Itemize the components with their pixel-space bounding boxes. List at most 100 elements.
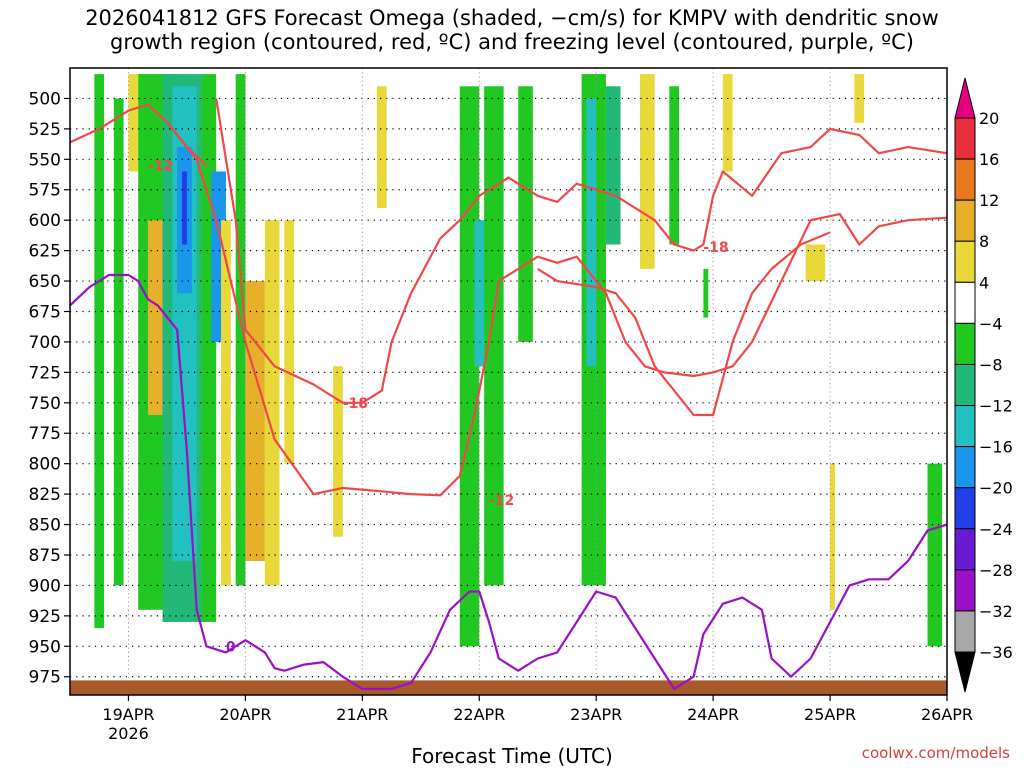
colorbar-bin bbox=[954, 610, 976, 653]
x-tick-sublabel: 2026 bbox=[108, 724, 149, 743]
colorbar-bin bbox=[954, 117, 976, 160]
omega-band bbox=[484, 86, 504, 586]
colorbar-label: 8 bbox=[979, 232, 989, 251]
omega-band bbox=[640, 74, 655, 269]
colorbar-label: −8 bbox=[979, 355, 1003, 374]
x-tick-label: 20APR bbox=[219, 705, 271, 724]
omega-shading-layer bbox=[94, 74, 943, 647]
y-tick-label: 750 bbox=[29, 394, 61, 414]
omega-band bbox=[703, 268, 709, 318]
y-tick-label: 825 bbox=[29, 485, 61, 505]
y-tick-label: 525 bbox=[29, 120, 61, 140]
contour-line bbox=[69, 273, 948, 690]
omega-band bbox=[586, 98, 597, 367]
x-axis-title: Forecast Time (UTC) bbox=[411, 744, 613, 768]
colorbar-bin bbox=[954, 281, 976, 324]
colorbar-bin bbox=[954, 528, 976, 571]
x-tick-label: 22APR bbox=[453, 705, 505, 724]
colorbar-bin bbox=[954, 569, 976, 612]
colorbar-bin bbox=[954, 446, 976, 489]
colorbar-label: 20 bbox=[979, 109, 999, 128]
contour-label: -18 bbox=[343, 396, 368, 412]
contour-line bbox=[166, 122, 208, 167]
contour-layer: -12 -12 -18 -18 0 bbox=[69, 98, 948, 690]
y-tick-label: 600 bbox=[29, 211, 61, 231]
omega-band bbox=[805, 244, 826, 282]
y-tick-label: 550 bbox=[29, 150, 61, 170]
colorbar-label: 4 bbox=[979, 273, 989, 292]
y-tick-label: 775 bbox=[29, 424, 61, 444]
contour-line bbox=[537, 231, 831, 417]
y-tick-label: 625 bbox=[29, 242, 61, 262]
colorbar-label: −36 bbox=[979, 643, 1013, 662]
omega-band bbox=[284, 220, 295, 464]
colorbar-top-arrow bbox=[954, 77, 976, 119]
omega-band bbox=[182, 171, 187, 245]
y-tick-label: 875 bbox=[29, 546, 61, 566]
omega-band bbox=[245, 281, 265, 562]
contour-label: 0 bbox=[226, 639, 236, 655]
y-tick-label: 500 bbox=[29, 89, 61, 109]
colorbar-bin bbox=[954, 158, 976, 201]
y-tick-label: 725 bbox=[29, 363, 61, 383]
omega-band bbox=[333, 366, 343, 537]
colorbar-bin bbox=[954, 405, 976, 448]
colorbar-bin bbox=[954, 487, 976, 530]
colorbar-label: −12 bbox=[979, 397, 1013, 416]
omega-band bbox=[722, 74, 733, 172]
x-tick-label: 23APR bbox=[570, 705, 622, 724]
x-tick-label: 26APR bbox=[921, 705, 973, 724]
plot-border bbox=[69, 67, 948, 696]
y-axis: 500 525 550 575 600 625 650 675 700 725 750 775 800 8… bbox=[29, 89, 70, 688]
y-tick-label: 675 bbox=[29, 302, 61, 322]
omega-band bbox=[113, 98, 124, 586]
omega-band bbox=[94, 74, 105, 629]
chart-title: 2026041812 GFS Forecast Omega (shaded, −… bbox=[85, 6, 939, 54]
y-tick-label: 700 bbox=[29, 333, 61, 353]
plot-frame bbox=[69, 67, 948, 696]
colorbar-label: −32 bbox=[979, 602, 1013, 621]
terrain-layer bbox=[70, 680, 947, 695]
omega-band bbox=[854, 74, 865, 123]
y-tick-label: 975 bbox=[29, 668, 61, 688]
omega-band bbox=[927, 463, 943, 647]
colorbar-label: −16 bbox=[979, 438, 1013, 457]
colorbar-bottom-arrow bbox=[954, 651, 976, 693]
y-tick-label: 650 bbox=[29, 272, 61, 292]
omega-band bbox=[235, 74, 246, 586]
omega-band bbox=[376, 86, 387, 209]
omega-band bbox=[605, 86, 621, 245]
omega-band bbox=[201, 74, 217, 622]
colorbar-label: −28 bbox=[979, 561, 1013, 580]
y-tick-label: 800 bbox=[29, 455, 61, 475]
omega-band bbox=[128, 74, 139, 172]
colorbar-label: −4 bbox=[979, 314, 1003, 333]
y-tick-label: 950 bbox=[29, 637, 61, 657]
x-tick-label: 19APR bbox=[102, 705, 154, 724]
colorbar-bin bbox=[954, 322, 976, 365]
y-tick-label: 900 bbox=[29, 576, 61, 596]
contour-label: -12 bbox=[148, 158, 173, 174]
colorbar-label: −24 bbox=[979, 520, 1013, 539]
colorbar-label: −20 bbox=[979, 479, 1013, 498]
x-tick-label: 25APR bbox=[804, 705, 856, 724]
omega-band bbox=[669, 86, 680, 245]
contour-label: -18 bbox=[703, 240, 728, 256]
contour-line bbox=[215, 98, 948, 404]
y-tick-label: 575 bbox=[29, 181, 61, 201]
colorbar-bin bbox=[954, 199, 976, 242]
omega-band bbox=[518, 86, 533, 342]
x-tick-label: 24APR bbox=[687, 705, 739, 724]
omega-band bbox=[147, 220, 163, 415]
colorbar-bin bbox=[954, 240, 976, 283]
colorbar-label: 16 bbox=[979, 150, 999, 169]
omega-band bbox=[264, 220, 280, 586]
omega-band bbox=[830, 463, 835, 610]
colorbar: 20 16 12 8 4 −4 −8 −12 −16 −20 −24 −28 −32 −36 bbox=[954, 77, 1013, 693]
terrain-fill bbox=[70, 680, 947, 695]
y-tick-label: 925 bbox=[29, 607, 61, 627]
contour-label: -12 bbox=[489, 493, 514, 509]
colorbar-label: 12 bbox=[979, 191, 999, 210]
